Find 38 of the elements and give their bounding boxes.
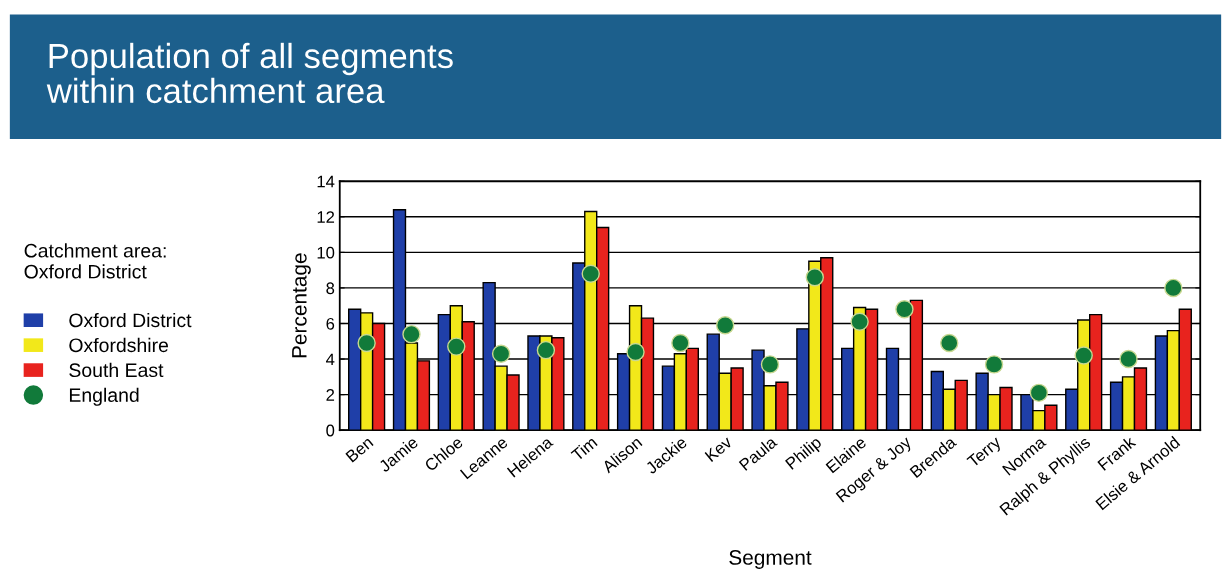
point (850, 312, 869, 331)
point (491, 344, 511, 363)
point (895, 300, 914, 319)
chart-title: Population of all segments within catchment area (46, 42, 453, 104)
x-tick-label: Kev (704, 435, 733, 463)
y-axis-title: Percentage (292, 253, 311, 358)
y-tick-label: 14 (317, 175, 335, 188)
y-tick-label: 10 (317, 246, 335, 259)
point (447, 337, 466, 356)
point (940, 333, 959, 353)
point (581, 264, 600, 283)
y-tick-label: 8 (326, 282, 335, 295)
point (1029, 383, 1049, 403)
point (760, 355, 780, 374)
point (626, 342, 645, 362)
y-tick-label: 0 (326, 424, 335, 437)
point (671, 333, 690, 353)
y-tick-label: 2 (326, 389, 335, 401)
x-tick-label: Ben (345, 436, 374, 463)
legend-label: Oxford District (69, 312, 192, 328)
point (805, 268, 825, 287)
x-axis-title: Segment (729, 550, 812, 569)
legend-label: South East (69, 362, 164, 378)
y-tick-label: 12 (317, 211, 335, 223)
point (1119, 349, 1138, 369)
x-tick-label: Tim (570, 435, 598, 462)
y-tick-label: 6 (326, 317, 335, 330)
point (536, 340, 556, 360)
point (357, 333, 376, 353)
legend-label: England (69, 387, 139, 406)
point (984, 355, 1004, 374)
legend-title: Catchment area: Oxford District (24, 243, 166, 279)
point (402, 324, 421, 344)
point (1164, 278, 1183, 298)
y-tick-label: 4 (326, 353, 335, 366)
point (715, 316, 735, 335)
legend-label: Oxfordshire (69, 337, 169, 353)
point (1074, 346, 1093, 365)
